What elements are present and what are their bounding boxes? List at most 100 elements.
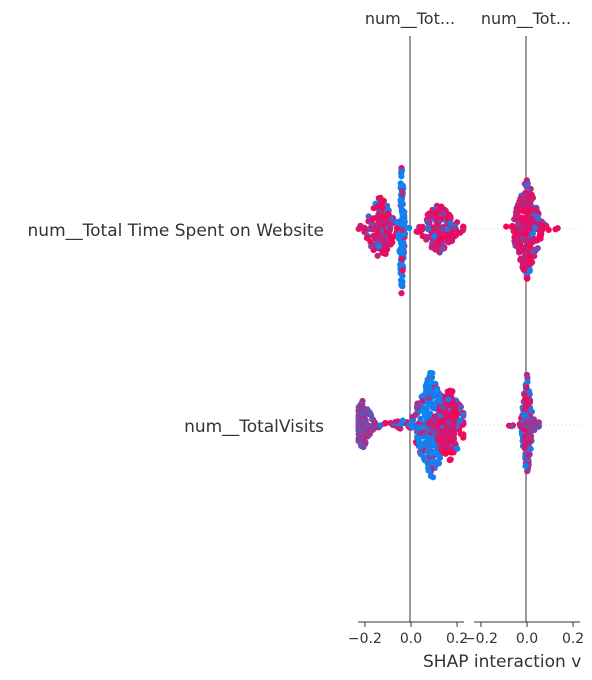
shap-point [361, 227, 368, 234]
shap-point [519, 421, 526, 428]
shap-point [398, 187, 405, 194]
shap-point [357, 222, 364, 229]
shap-point [433, 214, 440, 221]
shap-point [436, 420, 443, 427]
shap-point [427, 370, 434, 377]
shap-point [438, 441, 446, 448]
shap-point [534, 213, 541, 220]
shap-point [362, 407, 369, 414]
shap-point [444, 426, 451, 433]
shap-point [512, 209, 520, 216]
shap-point [448, 437, 455, 444]
shap-point [434, 435, 441, 442]
shap-point [357, 435, 364, 442]
shap-point [526, 225, 534, 232]
x-tick-label: 0.0 [400, 631, 422, 647]
shap-point [515, 238, 522, 245]
shap-point [447, 413, 454, 421]
shap-point [457, 229, 464, 236]
shap-point [417, 415, 424, 422]
x-axes: −0.2 0.0 0.2−0.2 0.0 0.2 [348, 621, 584, 647]
shap-point [374, 252, 381, 259]
shap-point [417, 228, 424, 235]
shap-point [367, 238, 374, 245]
x-tick-label: 0.2 [562, 631, 584, 647]
shap-point [421, 409, 428, 416]
shap-point [433, 388, 440, 395]
shap-point [509, 222, 516, 230]
shap-point [522, 230, 529, 237]
shap-point [400, 239, 407, 247]
shap-point [451, 224, 458, 231]
shap-point [357, 421, 364, 428]
dots-layer [355, 164, 561, 481]
shap-point [521, 265, 528, 272]
shap-point [439, 210, 446, 217]
shap-point [529, 230, 537, 237]
shap-point [521, 391, 528, 398]
shap-point [444, 403, 451, 410]
shap-point [399, 278, 406, 285]
shap-point [452, 402, 459, 409]
shap-point [376, 223, 384, 230]
row-label-total-visits: num__TotalVisits [184, 417, 324, 437]
shap-point [439, 245, 446, 252]
shap-point [526, 267, 533, 274]
x-tick-label: −0.2 [348, 631, 382, 647]
shap-point [425, 226, 432, 233]
shap-point [443, 436, 450, 443]
shap-point [424, 448, 431, 455]
shap-point [528, 425, 535, 432]
shap-point [513, 242, 520, 250]
shap-point [454, 445, 461, 452]
shap-point [519, 223, 526, 230]
shap-point [397, 180, 404, 187]
shap-point [434, 458, 441, 465]
shap-point [537, 235, 544, 242]
shap-point [460, 434, 467, 441]
shap-point [368, 243, 375, 250]
shap-point [521, 437, 528, 444]
shap-point [454, 411, 461, 418]
shap-point [437, 403, 444, 410]
shap-point [527, 407, 534, 415]
shap-point [433, 220, 440, 227]
panel-title-1: num__Tot... [365, 9, 455, 29]
shap-point [457, 403, 464, 411]
shap-point [380, 214, 388, 221]
shap-point [406, 224, 413, 232]
shap-point [438, 225, 446, 232]
shap-point [373, 235, 380, 242]
shap-point [384, 246, 391, 253]
shap-point [417, 430, 424, 437]
shap-point [362, 439, 369, 446]
shap-point [517, 204, 524, 211]
shap-point [423, 236, 430, 243]
shap-point [363, 422, 370, 429]
shap-point [515, 231, 522, 238]
shap-point [530, 207, 537, 214]
shap-point [397, 245, 405, 252]
shap-point [397, 198, 404, 205]
shap-point [427, 419, 434, 426]
shap-point [379, 204, 386, 211]
shap-point [526, 399, 534, 406]
shap-point [525, 241, 533, 248]
shap-point [508, 423, 515, 430]
shap-point [456, 417, 463, 424]
shap-point [552, 226, 559, 233]
shap-point [425, 395, 432, 402]
x-tick-label: −0.2 [464, 631, 498, 647]
shap-point [424, 218, 431, 225]
shap-point [375, 195, 382, 202]
shap-point [420, 392, 427, 399]
shap-point [415, 403, 422, 411]
shap-point [521, 411, 528, 418]
shap-point [524, 180, 531, 188]
panel-title-2: num__Tot... [481, 9, 571, 29]
shap-point [371, 225, 378, 232]
shap-point [419, 397, 426, 404]
x-tick-label: 0.2 [446, 631, 468, 647]
shap-point [430, 442, 438, 449]
